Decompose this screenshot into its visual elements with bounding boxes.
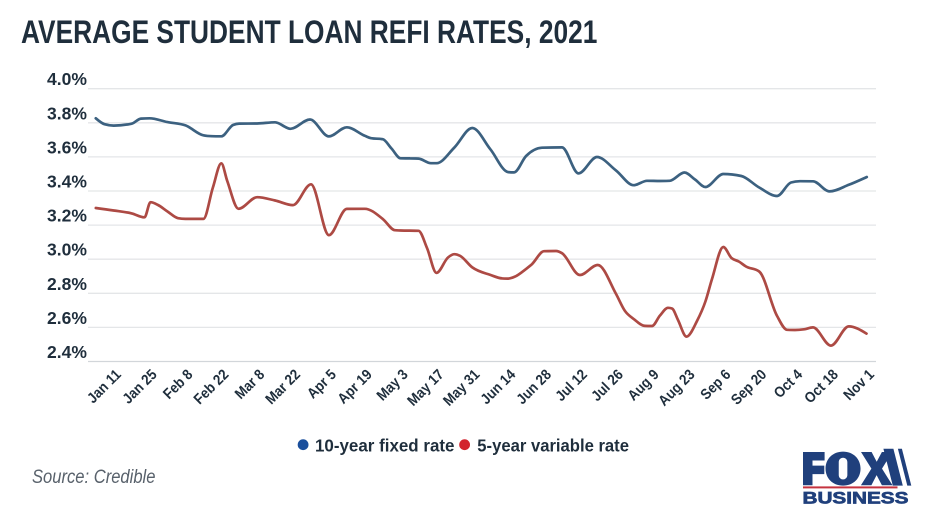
svg-text:Oct 4: Oct 4: [770, 366, 806, 402]
svg-text:3.0%: 3.0%: [47, 240, 87, 260]
svg-text:2.8%: 2.8%: [47, 274, 87, 294]
svg-text:Oct 18: Oct 18: [801, 366, 842, 407]
svg-text:BUSINESS: BUSINESS: [803, 489, 909, 508]
svg-text:3.8%: 3.8%: [47, 103, 87, 123]
svg-text:Jun 14: Jun 14: [477, 366, 519, 408]
svg-text:Jan 11: Jan 11: [83, 366, 124, 407]
svg-text:10-year fixed rate: 10-year fixed rate: [315, 435, 454, 455]
svg-text:3.2%: 3.2%: [47, 206, 87, 226]
svg-text:May 31: May 31: [439, 366, 482, 409]
svg-text:5-year variable rate: 5-year variable rate: [477, 436, 629, 455]
svg-text:Apr 19: Apr 19: [334, 366, 375, 407]
svg-text:Jan 25: Jan 25: [119, 366, 160, 407]
svg-text:Jul 26: Jul 26: [588, 366, 627, 405]
svg-text:2.4%: 2.4%: [47, 342, 87, 362]
svg-text:Mar 22: Mar 22: [262, 366, 304, 408]
svg-text:Jul 12: Jul 12: [552, 366, 591, 405]
svg-text:3.6%: 3.6%: [47, 137, 87, 157]
svg-text:Feb 22: Feb 22: [190, 366, 232, 408]
svg-text:Aug 23: Aug 23: [655, 366, 698, 409]
svg-text:3.4%: 3.4%: [47, 172, 87, 192]
svg-text:Sep 20: Sep 20: [727, 366, 769, 408]
svg-text:Nov 1: Nov 1: [840, 366, 878, 404]
svg-text:4.0%: 4.0%: [47, 69, 87, 89]
svg-text:2.6%: 2.6%: [47, 308, 87, 328]
svg-text:May 17: May 17: [404, 366, 447, 409]
svg-text:Jun 28: Jun 28: [513, 366, 555, 408]
